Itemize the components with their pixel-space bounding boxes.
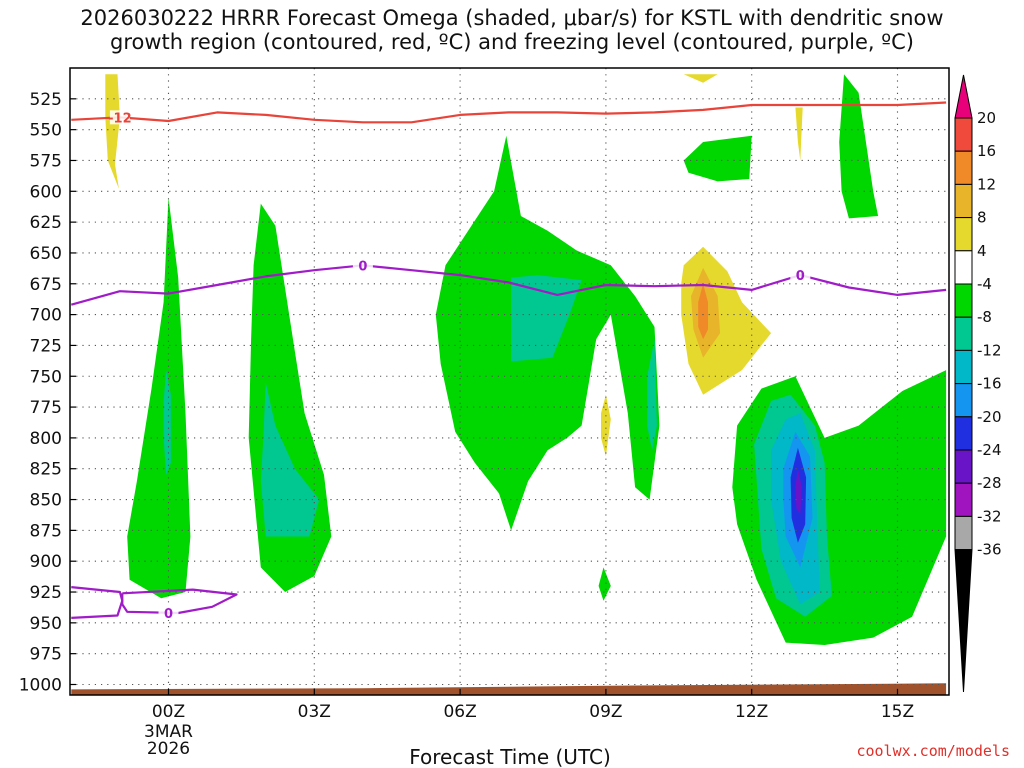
colorbar-label--8: -8	[977, 308, 992, 326]
y-tick-label-725: 725	[30, 336, 62, 356]
omega-region-5	[698, 283, 708, 340]
colorbar-label-8: 8	[977, 209, 987, 227]
colorbar-swatch-12	[954, 482, 973, 517]
colorbar-swatch-1	[954, 117, 973, 152]
omega-region-15	[683, 135, 752, 182]
contour-label-2: 0	[796, 269, 805, 284]
omega-region-13	[647, 339, 657, 451]
y-tick-label-925: 925	[30, 583, 62, 603]
y-tick-label-1000: 1000	[19, 676, 62, 696]
contour-2	[71, 586, 124, 619]
terrain-surface	[71, 683, 947, 695]
y-tick-label-625: 625	[30, 213, 62, 233]
y-tick-label-775: 775	[30, 398, 62, 418]
contour-label-3: 0	[164, 607, 173, 622]
chart-title: 2026030222 HRRR Forecast Omega (shaded, …	[0, 6, 1024, 54]
contour-label-bg-1	[352, 258, 373, 273]
omega-shading-layer	[105, 74, 947, 645]
colorbar-label--20: -20	[977, 408, 1002, 426]
grid-lines	[70, 68, 949, 695]
omega-region-10	[260, 382, 320, 537]
omega-region-7	[127, 197, 191, 599]
colorbar-label--36: -36	[977, 541, 1002, 559]
contour-label-bg-2	[790, 268, 811, 283]
x-tick-label-00Z: 00Z	[152, 702, 185, 722]
colorbar-swatch-5	[954, 250, 973, 285]
y-tick-label-875: 875	[30, 521, 62, 541]
contour-3	[121, 588, 238, 615]
y-tick-label-825: 825	[30, 460, 62, 480]
omega-region-2	[795, 107, 803, 161]
pressure-axis: 525 550 575 600 625 650 675 700 725 750 775 800 825 8…	[19, 90, 76, 696]
contour-label-bg-0	[109, 110, 130, 125]
omega-region-22	[795, 468, 802, 515]
colorbar-label--24: -24	[977, 441, 1002, 459]
colorbar: 20 16 12 8 4 -4 -8 -12 -16 -20 -24 -28 -32 -36	[954, 74, 1002, 693]
colorbar-swatch-2	[954, 150, 973, 185]
colorbar-swatch-3	[954, 183, 973, 219]
y-tick-label-975: 975	[30, 645, 62, 665]
contour-label-1: 0	[358, 259, 367, 274]
y-tick-label-750: 750	[30, 367, 62, 387]
y-tick-label-600: 600	[30, 182, 62, 202]
colorbar-swatch-4	[954, 217, 973, 252]
contour-layer: -12 0 0 0	[71, 101, 947, 622]
y-tick-label-900: 900	[30, 552, 62, 572]
omega-region-0	[105, 74, 120, 189]
x-tick-label-09Z: 09Z	[589, 702, 622, 722]
colorbar-label--16: -16	[977, 375, 1002, 393]
colorbar-swatch-10	[954, 416, 973, 451]
y-tick-label-550: 550	[30, 121, 62, 141]
x-tick-label-03Z: 03Z	[298, 702, 331, 722]
omega-region-16	[839, 74, 879, 219]
colorbar-swatch-7	[954, 316, 973, 351]
colorbar-swatch-8	[954, 349, 973, 385]
colorbar-top-arrow	[954, 74, 973, 119]
colorbar-swatch-13	[954, 515, 973, 551]
y-tick-label-700: 700	[30, 306, 62, 326]
colorbar-swatch-9	[954, 383, 973, 418]
x-tick-sublabel-3MAR: 3MAR	[144, 722, 193, 742]
colorbar-label-12: 12	[977, 175, 996, 193]
chart-title-line-1: 2026030222 HRRR Forecast Omega (shaded, …	[80, 6, 944, 30]
contour-label-0: -12	[108, 111, 132, 126]
contour-0	[71, 101, 947, 124]
x-tick-label-12Z: 12Z	[735, 702, 768, 722]
colorbar-label-16: 16	[977, 142, 996, 160]
y-tick-label-850: 850	[30, 491, 62, 511]
y-tick-label-525: 525	[30, 90, 62, 110]
omega-region-1	[683, 74, 718, 83]
x-tick-label-06Z: 06Z	[443, 702, 476, 722]
omega-region-14	[598, 567, 611, 601]
colorbar-label-4: 4	[977, 242, 987, 260]
colorbar-label--12: -12	[977, 341, 1002, 359]
terrain-layer	[71, 683, 947, 695]
x-tick-sublabel-2026: 2026	[147, 739, 190, 759]
colorbar-label-20: 20	[977, 109, 996, 127]
colorbar-swatch-6	[954, 283, 973, 318]
x-axis-label: Forecast Time (UTC)	[409, 745, 611, 768]
plot-frame	[69, 67, 950, 696]
credit-link[interactable]: coolwx.com/models	[856, 742, 1010, 760]
y-tick-label-800: 800	[30, 429, 62, 449]
omega-region-8	[163, 370, 171, 475]
x-tick-label-15Z: 15Z	[881, 702, 914, 722]
y-tick-label-675: 675	[30, 275, 62, 295]
colorbar-label--28: -28	[977, 474, 1002, 492]
colorbar-label--32: -32	[977, 507, 1002, 525]
colorbar-swatch-11	[954, 449, 973, 484]
contour-label-bg-3	[158, 605, 179, 620]
y-tick-label-650: 650	[30, 244, 62, 264]
y-tick-label-575: 575	[30, 151, 62, 171]
omega-region-6	[601, 394, 611, 457]
colorbar-bottom-arrow	[954, 549, 973, 693]
omega-region-12	[511, 275, 582, 362]
chart-title-line-2: growth region (contoured, red, ºC) and f…	[110, 30, 914, 54]
y-tick-label-950: 950	[30, 614, 62, 634]
colorbar-label--4: -4	[977, 275, 992, 293]
